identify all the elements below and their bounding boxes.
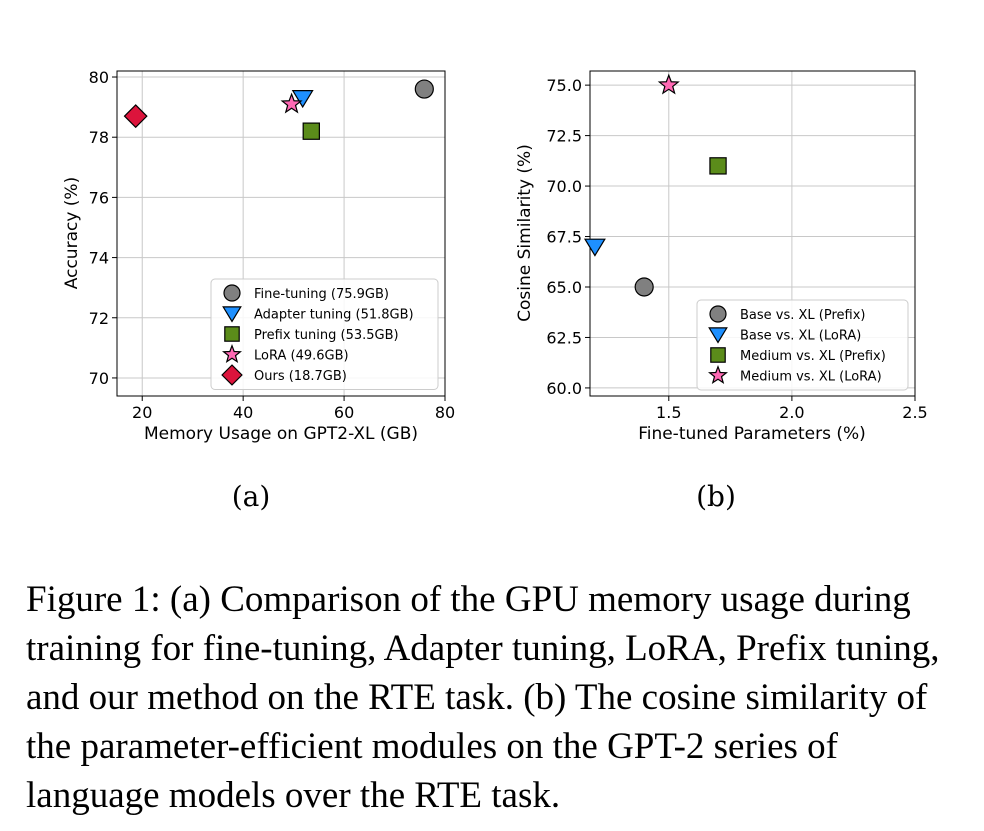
y-tick-label: 67.5 <box>546 228 582 247</box>
legend-marker-lora-49-6gb <box>222 343 242 364</box>
x-tick-label: 2.0 <box>779 403 804 422</box>
legend-item: Medium vs. XL (LoRA) <box>708 364 882 385</box>
legend-item: Ours (18.7GB) <box>221 364 347 386</box>
chart-a-y-label: Accuracy (%) <box>62 177 82 289</box>
y-tick-label: 65.0 <box>546 278 582 297</box>
chart-a-y-ticks: 70 72 74 76 78 80 <box>89 68 117 388</box>
x-tick-label: 60 <box>334 403 354 422</box>
y-tick-label: 75.0 <box>546 76 582 95</box>
chart-b-y-ticks: 60.0 62.5 65.0 67.5 70.0 72.5 75.0 <box>546 76 590 398</box>
point-base-vs-xl-lora <box>583 238 606 257</box>
legend-marker-ours-18-7gb <box>221 364 243 386</box>
legend-marker-adapter-tuning-51-8gb <box>222 306 242 323</box>
x-tick-label: 20 <box>132 403 152 422</box>
chart-b-x-ticks: 1.5 2.0 2.5 <box>656 396 928 422</box>
legend-label: Ours (18.7GB) <box>254 369 347 384</box>
legend-item: Base vs. XL (LoRA) <box>708 327 861 344</box>
y-tick-label: 60.0 <box>546 379 582 398</box>
y-tick-label: 70.0 <box>546 177 582 196</box>
point-medium-vs-xl-prefix <box>709 157 727 175</box>
y-tick-label: 80 <box>89 68 109 87</box>
chart-b-y-label: Cosine Similarity (%) <box>515 144 535 322</box>
figure-caption: Figure 1: (a) Comparison of the GPU memo… <box>26 579 940 816</box>
legend-item: LoRA (49.6GB) <box>222 343 349 364</box>
x-tick-label: 40 <box>233 403 253 422</box>
x-tick-label: 2.5 <box>902 403 927 422</box>
chart-a-x-ticks: 20 40 60 80 <box>132 396 455 422</box>
legend-label: Medium vs. XL (Prefix) <box>740 349 886 364</box>
legend-item: Medium vs. XL (Prefix) <box>710 347 886 364</box>
point-ours-18-7gb <box>123 104 148 129</box>
chart-b-legend: Base vs. XL (Prefix) Base vs. XL (LoRA) Me… <box>696 299 909 391</box>
legend-box <box>696 299 909 391</box>
legend-marker-fine-tuning-75-9gb <box>223 284 241 302</box>
legend-item: Base vs. XL (Prefix) <box>709 305 866 323</box>
legend-label: Base vs. XL (LoRA) <box>740 329 861 344</box>
legend-label: Adapter tuning (51.8GB) <box>254 308 414 323</box>
y-tick-label: 72.5 <box>546 127 582 146</box>
point-adapter-tuning-51-8gb <box>291 90 314 109</box>
chart-b-x-label: Fine-tuned Parameters (%) <box>638 424 866 444</box>
chart-b-points <box>583 73 727 297</box>
legend-label: Fine-tuning (75.9GB) <box>254 287 389 302</box>
x-tick-label: 1.5 <box>656 403 681 422</box>
figure-canvas: 20 40 60 80 70 72 74 76 78 80 Memory Usage on GP… <box>62 68 928 513</box>
legend-marker-prefix-tuning-53-5gb <box>224 326 240 342</box>
point-lora-49-6gb <box>280 92 303 114</box>
legend-marker-base-vs-xl-lora <box>708 327 728 344</box>
chart-b-frame <box>589 70 916 397</box>
chart-a-legend: Fine-tuning (75.9GB) Adapter tuning (51.8… <box>210 278 439 390</box>
y-tick-label: 72 <box>89 309 109 328</box>
legend-marker-medium-vs-xl-prefix <box>710 347 726 363</box>
legend-item: Adapter tuning (51.8GB) <box>222 306 414 323</box>
y-tick-label: 74 <box>89 249 109 268</box>
x-tick-label: 80 <box>435 403 455 422</box>
chart-a-x-label: Memory Usage on GPT2-XL (GB) <box>144 424 418 444</box>
legend-item: Fine-tuning (75.9GB) <box>223 284 389 302</box>
y-tick-label: 62.5 <box>546 328 582 347</box>
chart-b-sublabel: (b) <box>696 480 736 513</box>
y-tick-label: 76 <box>89 188 109 207</box>
point-medium-vs-xl-lora <box>657 73 680 95</box>
legend-label: Base vs. XL (Prefix) <box>740 308 866 323</box>
legend-label: Medium vs. XL (LoRA) <box>740 370 882 385</box>
chart-a-points <box>123 79 434 140</box>
legend-box <box>210 278 439 390</box>
legend-item: Prefix tuning (53.5GB) <box>224 326 399 343</box>
point-base-vs-xl-prefix <box>634 277 654 297</box>
point-fine-tuning-75-9gb <box>414 79 434 99</box>
y-tick-label: 70 <box>89 369 109 388</box>
point-prefix-tuning-53-5gb <box>302 122 320 140</box>
legend-marker-medium-vs-xl-lora <box>708 364 728 385</box>
chart-a: 20 40 60 80 70 72 74 76 78 80 Memory Usage on GP… <box>62 68 455 513</box>
y-tick-label: 78 <box>89 128 109 147</box>
chart-a-sublabel: (a) <box>232 480 271 513</box>
chart-b: 1.5 2.0 2.5 60.0 62.5 65.0 67.5 70.0 72.5 75.0 F… <box>515 70 928 513</box>
legend-label: Prefix tuning (53.5GB) <box>254 328 399 343</box>
legend-marker-base-vs-xl-prefix <box>709 305 727 323</box>
legend-label: LoRA (49.6GB) <box>254 349 349 364</box>
chart-a-frame <box>116 70 446 397</box>
